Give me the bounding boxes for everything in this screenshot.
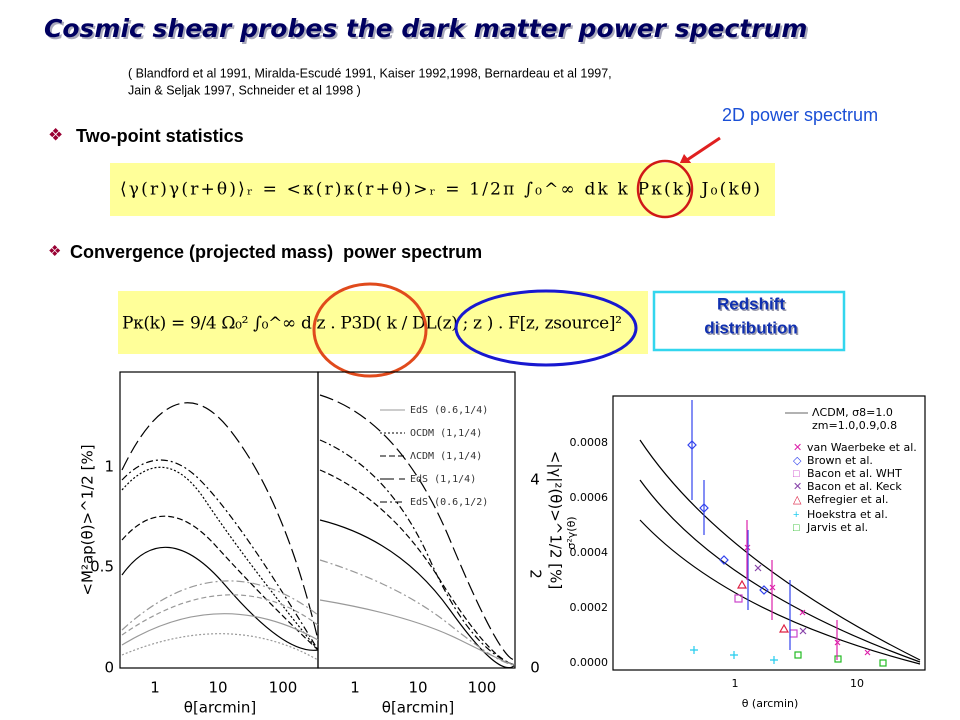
legend-marker: ✕ <box>793 442 802 454</box>
y-tick-label: 0.0004 <box>570 546 609 559</box>
y-tick-label: 0.0008 <box>570 436 609 449</box>
y2-tick-label: 0 <box>530 659 540 677</box>
y-tick-label: 1 <box>104 458 114 476</box>
curve <box>319 559 516 666</box>
x-tick-label: 10 <box>208 679 227 697</box>
legend-label: OCDM (1,1/4) <box>410 428 482 439</box>
curve <box>121 594 319 636</box>
panel-frame <box>317 371 516 669</box>
highlight-circle <box>312 282 428 378</box>
legend-label: EdS (1,1/4) <box>410 474 476 485</box>
legend-label: Hoekstra et al. <box>807 508 888 521</box>
x-tick-label: 1 <box>150 679 160 697</box>
curve <box>121 633 319 661</box>
legend-marker: ◇ <box>793 455 802 467</box>
model-curve <box>639 439 921 661</box>
y-tick-label: 0 <box>104 659 114 677</box>
legend-label: Refregier et al. <box>807 493 889 506</box>
y-tick-label: 0.0000 <box>570 656 609 669</box>
citation: Jain & Seljak 1997, Schneider et al 1998… <box>128 83 361 97</box>
redshift-shadow: Redshift <box>719 296 787 315</box>
curve <box>121 613 319 646</box>
model-label: zm=1.0,0.9,0.8 <box>812 419 897 432</box>
y-tick-label: 0.0006 <box>570 491 609 504</box>
panel-frame <box>119 371 319 669</box>
bullet: Convergence (projected mass) power spect… <box>70 242 482 262</box>
y2-axis-label: <|γ|²(θ)>^1/2 [%] <box>547 451 565 589</box>
model-label: ΛCDM, σ8=1.0 <box>812 406 893 419</box>
bullet-icon: ❖ <box>48 243 61 260</box>
equation: Pκ(k) = 9/4 Ω₀² ∫₀^∞ d z . P3D( k / DL(z… <box>122 314 622 334</box>
curve <box>319 469 516 666</box>
bullet-icon: ❖ <box>48 125 63 144</box>
title-shadow: Cosmic shear probes the dark matter powe… <box>46 16 809 45</box>
x-tick-label: 100 <box>269 679 298 697</box>
legend-label: EdS (0.6,1/4) <box>410 405 488 416</box>
equation-box <box>118 291 648 354</box>
legend-label: ΛCDM (1,1/4) <box>410 451 482 462</box>
legend-label: Bacon et al. WHT <box>807 467 902 480</box>
redshift-label: distribution <box>704 318 797 337</box>
panel-frame <box>612 395 926 671</box>
equation: ⟨γ(r)γ(r+θ)⟩ᵣ = <κ(r)κ(r+θ)>ᵣ = 1/2π ∫₀^… <box>120 180 760 200</box>
x-axis-label: θ[arcmin] <box>184 699 256 717</box>
redshift-label: Redshift <box>717 294 785 313</box>
x-axis-label: θ (arcmin) <box>742 697 799 710</box>
legend-label: van Waerbeke et al. <box>807 441 917 454</box>
x-tick-label: 10 <box>850 677 864 690</box>
y-axis-label: <M²ap(θ)>^1/2 [%] <box>79 444 97 595</box>
curve <box>121 402 319 641</box>
bullet: Two-point statistics <box>76 126 244 146</box>
legend-label: Bacon et al. Keck <box>807 480 902 493</box>
y-axis-label: σ²γ(θ) <box>565 516 578 549</box>
curve <box>121 466 319 651</box>
x-tick-label: 1 <box>732 677 739 690</box>
x-axis-label: θ[arcmin] <box>382 699 454 717</box>
x-tick-label: 1 <box>350 679 360 697</box>
annotation: 2D power spectrum <box>722 105 878 125</box>
x-tick-label: 10 <box>408 679 427 697</box>
redshift-box <box>652 290 846 352</box>
citation: ( Blandford et al 1991, Miralda-Escudé 1… <box>128 66 612 80</box>
model-curve <box>639 519 921 665</box>
highlight-circle <box>454 289 638 367</box>
curve <box>319 599 516 666</box>
legend-marker: ✕ <box>793 481 802 493</box>
curve <box>121 546 319 651</box>
model-curve <box>639 479 921 663</box>
data-points <box>687 400 887 667</box>
curve <box>319 519 516 669</box>
redshift-shadow: distribution <box>706 320 799 339</box>
curve <box>319 394 516 661</box>
curve <box>121 515 319 651</box>
curve <box>121 459 319 651</box>
equation-box <box>110 163 775 216</box>
y-tick-label: 0.0002 <box>570 601 609 614</box>
curve <box>319 439 516 666</box>
y-tick-label: 0.5 <box>90 558 114 576</box>
left-figure: 0 0.5 1 0 2 4 1 10 100 1 10 100 θ[arcmin… <box>79 371 565 717</box>
legend-marker: + <box>793 509 799 521</box>
highlight-circle <box>636 159 694 219</box>
legend-label: EdS (0.6,1/2) <box>410 497 488 508</box>
legend-marker: □ <box>793 522 800 534</box>
arrow <box>683 136 721 164</box>
y2-tick-label: 2 <box>527 569 545 579</box>
x-tick-label: 100 <box>468 679 497 697</box>
y2-tick-label: 4 <box>530 471 540 489</box>
curve <box>121 580 319 631</box>
right-figure: 0.0000 0.0002 0.0004 0.0006 0.0008 1 10 … <box>565 395 926 710</box>
title: Cosmic shear probes the dark matter powe… <box>44 14 807 43</box>
legend-label: Brown et al. <box>807 454 873 467</box>
legend-label: Jarvis et al. <box>806 521 868 534</box>
legend-marker: △ <box>793 494 802 506</box>
legend-marker: □ <box>793 468 800 480</box>
